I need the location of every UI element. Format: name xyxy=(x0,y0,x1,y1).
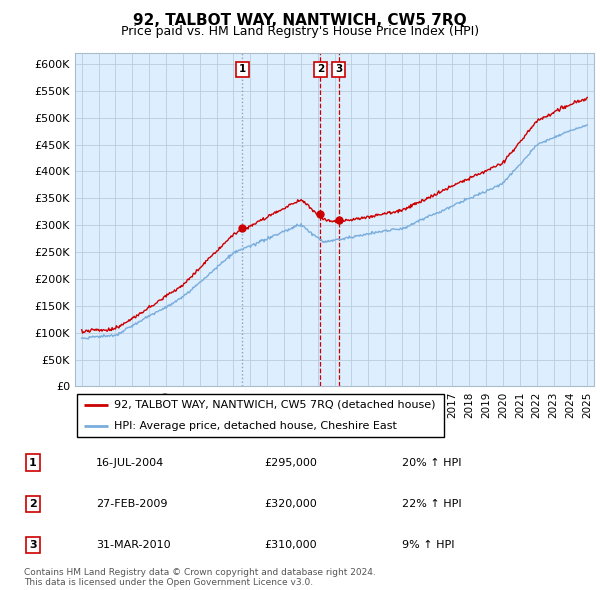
Text: 3: 3 xyxy=(335,64,343,74)
FancyBboxPatch shape xyxy=(77,394,445,437)
Text: £295,000: £295,000 xyxy=(264,458,317,467)
Text: 22% ↑ HPI: 22% ↑ HPI xyxy=(402,499,461,509)
Text: 27-FEB-2009: 27-FEB-2009 xyxy=(96,499,167,509)
Text: 1: 1 xyxy=(29,458,37,467)
Text: 9% ↑ HPI: 9% ↑ HPI xyxy=(402,540,455,550)
Text: 92, TALBOT WAY, NANTWICH, CW5 7RQ: 92, TALBOT WAY, NANTWICH, CW5 7RQ xyxy=(133,13,467,28)
Text: Contains HM Land Registry data © Crown copyright and database right 2024.
This d: Contains HM Land Registry data © Crown c… xyxy=(24,568,376,587)
Text: 20% ↑ HPI: 20% ↑ HPI xyxy=(402,458,461,467)
Text: £310,000: £310,000 xyxy=(264,540,317,550)
Text: Price paid vs. HM Land Registry's House Price Index (HPI): Price paid vs. HM Land Registry's House … xyxy=(121,25,479,38)
Text: 92, TALBOT WAY, NANTWICH, CW5 7RQ (detached house): 92, TALBOT WAY, NANTWICH, CW5 7RQ (detac… xyxy=(114,399,436,409)
Text: 2: 2 xyxy=(29,499,37,509)
Text: 2: 2 xyxy=(317,64,324,74)
Text: 31-MAR-2010: 31-MAR-2010 xyxy=(96,540,170,550)
Text: £320,000: £320,000 xyxy=(264,499,317,509)
Text: 1: 1 xyxy=(239,64,246,74)
Text: HPI: Average price, detached house, Cheshire East: HPI: Average price, detached house, Ches… xyxy=(114,421,397,431)
Text: 16-JUL-2004: 16-JUL-2004 xyxy=(96,458,164,467)
Text: 3: 3 xyxy=(29,540,37,550)
